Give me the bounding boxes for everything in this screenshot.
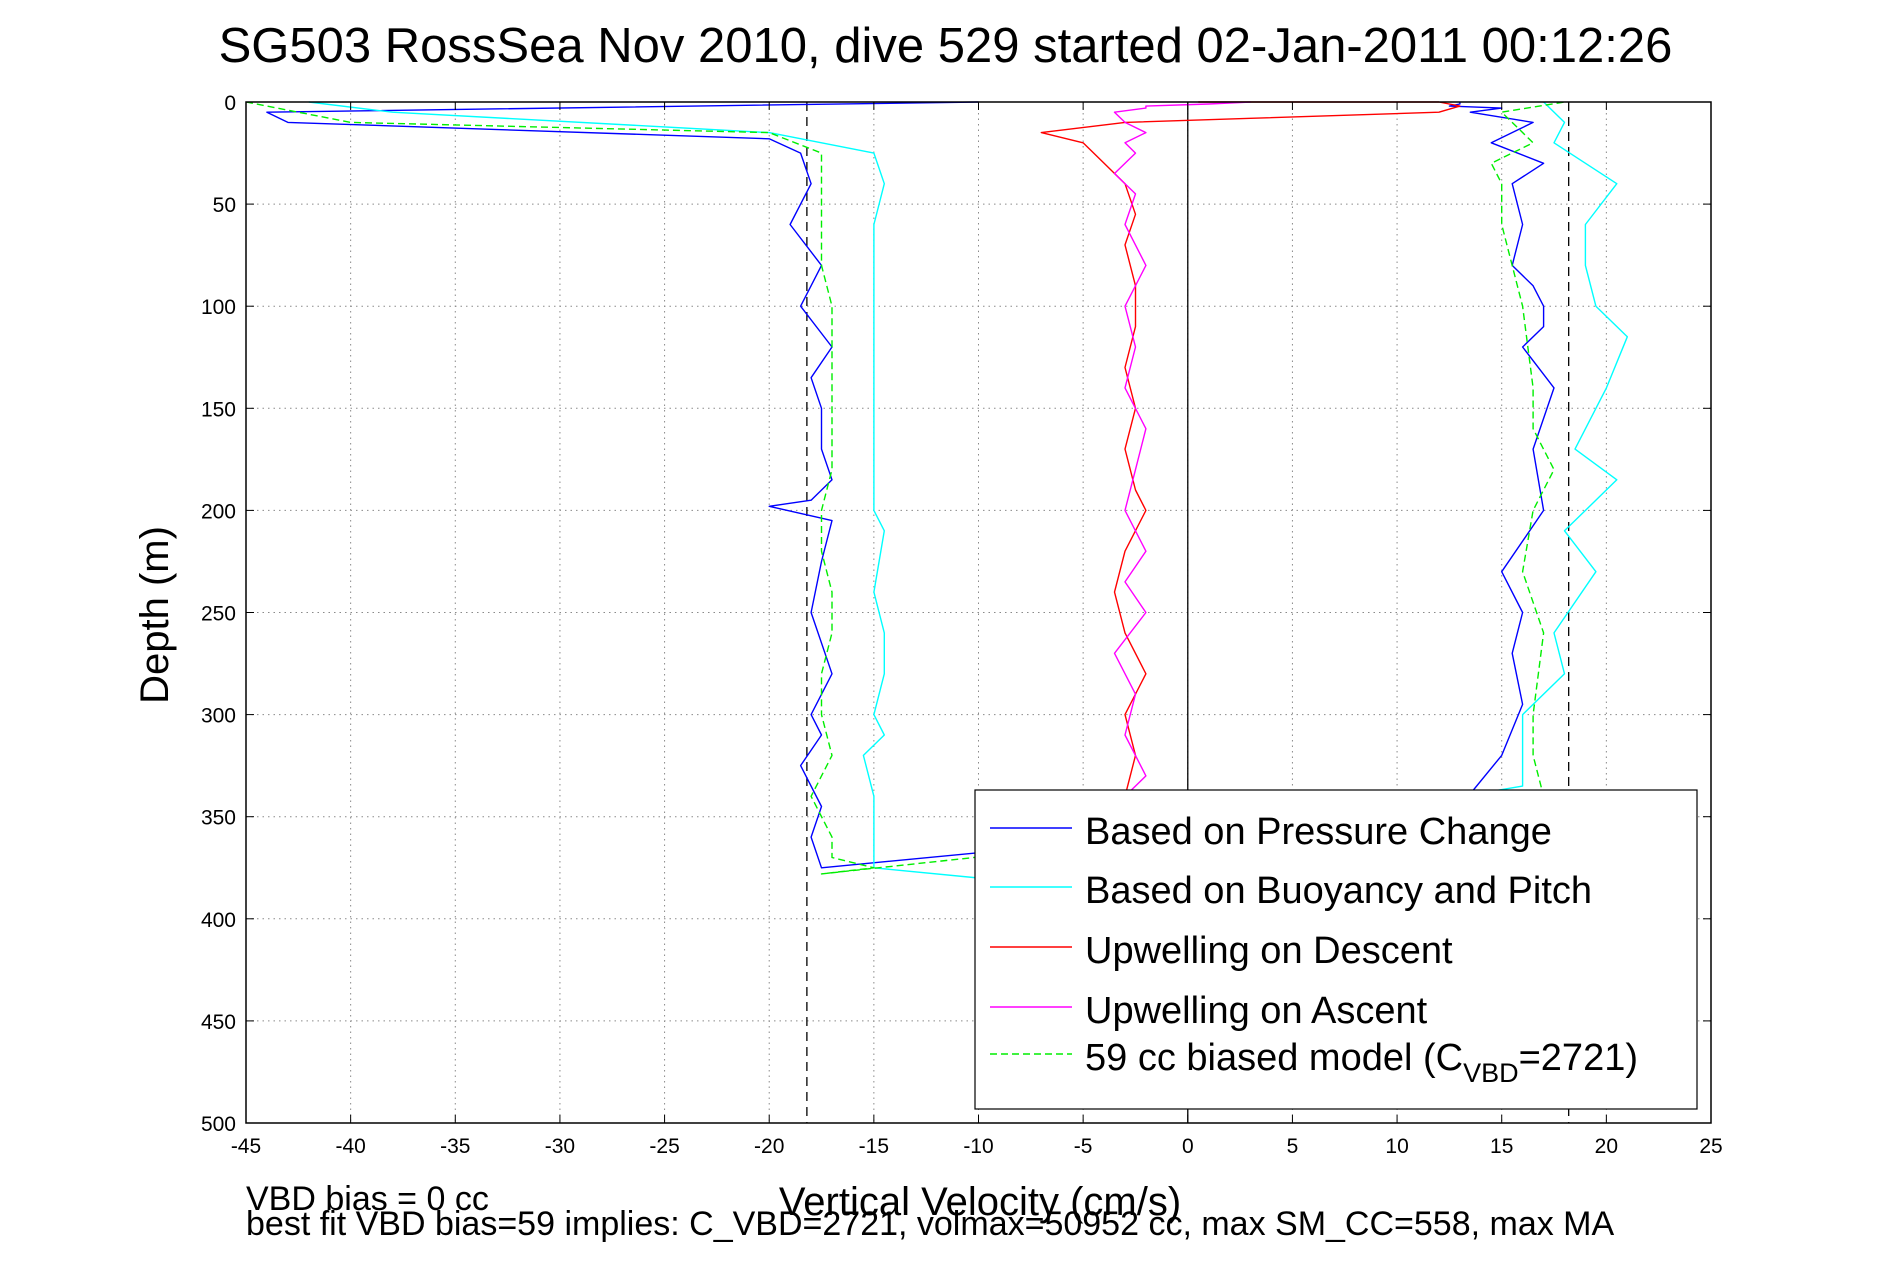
- y-tick-label: 150: [201, 398, 236, 421]
- axis-ticks: -45 -40 -35 -30 -25 -20 -15 -10 -5 0 5 10 15 20 250501…: [201, 92, 1723, 1158]
- legend-box: [974, 789, 1698, 1110]
- x-tick-label: 5: [1287, 1135, 1299, 1158]
- y-tick-label: 450: [201, 1011, 236, 1034]
- x-tick-label: 0: [1182, 1135, 1194, 1158]
- x-tick-label: -35: [440, 1135, 470, 1158]
- y-tick-label: 200: [201, 500, 236, 523]
- legend-entry: Upwelling on Ascent: [1085, 990, 1428, 1032]
- series-lines: [245, 101, 1629, 879]
- y-axis-label: Depth (m): [133, 526, 177, 704]
- x-tick-label: -25: [649, 1135, 679, 1158]
- x-tick-label: -30: [545, 1135, 575, 1158]
- series-line-5: [245, 101, 1565, 875]
- y-tick-label: 250: [201, 603, 236, 626]
- x-tick-label: -15: [859, 1135, 889, 1158]
- x-tick-label: 15: [1490, 1135, 1513, 1158]
- vbd-bias-note: VBD bias = 0 cc: [246, 1180, 489, 1218]
- series-line-1: [266, 101, 1555, 869]
- y-tick-label: 400: [201, 909, 236, 932]
- legend: Based on Pressure Change Based on Buoyanc…: [974, 789, 1698, 1110]
- y-tick-label: 100: [201, 296, 236, 319]
- x-tick-label: -5: [1074, 1135, 1093, 1158]
- legend-entry: 59 cc biased model (CVBD=2721): [1085, 1037, 1638, 1088]
- x-tick-label: -10: [963, 1135, 993, 1158]
- x-tick-label: 20: [1595, 1135, 1618, 1158]
- legend-entry: Upwelling on Descent: [1085, 930, 1453, 972]
- legend-entry: Based on Buoyancy and Pitch: [1085, 870, 1592, 912]
- chart-title: SG503 RossSea Nov 2010, dive 529 started…: [218, 19, 1673, 73]
- best-fit-note: best fit VBD bias=59 implies: C_VBD=2721…: [246, 1205, 1615, 1243]
- series-line-4: [1113, 101, 1251, 797]
- x-tick-label: 25: [1699, 1135, 1722, 1158]
- y-tick-label: 0: [224, 92, 236, 115]
- x-axis-label: Vertical Velocity (cm/s): [779, 1180, 1181, 1224]
- series-line-3: [1040, 101, 1461, 797]
- x-tick-label: 10: [1385, 1135, 1408, 1158]
- x-tick-label: -40: [335, 1135, 365, 1158]
- series-line-2: [308, 101, 1629, 879]
- x-tick-label: -45: [231, 1135, 261, 1158]
- y-tick-label: 300: [201, 705, 236, 728]
- legend-entry: Based on Pressure Change: [1085, 811, 1552, 853]
- y-tick-label: 50: [213, 194, 236, 217]
- x-tick-label: -20: [754, 1135, 784, 1158]
- y-tick-label: 350: [201, 807, 236, 830]
- y-tick-label: 500: [201, 1113, 236, 1136]
